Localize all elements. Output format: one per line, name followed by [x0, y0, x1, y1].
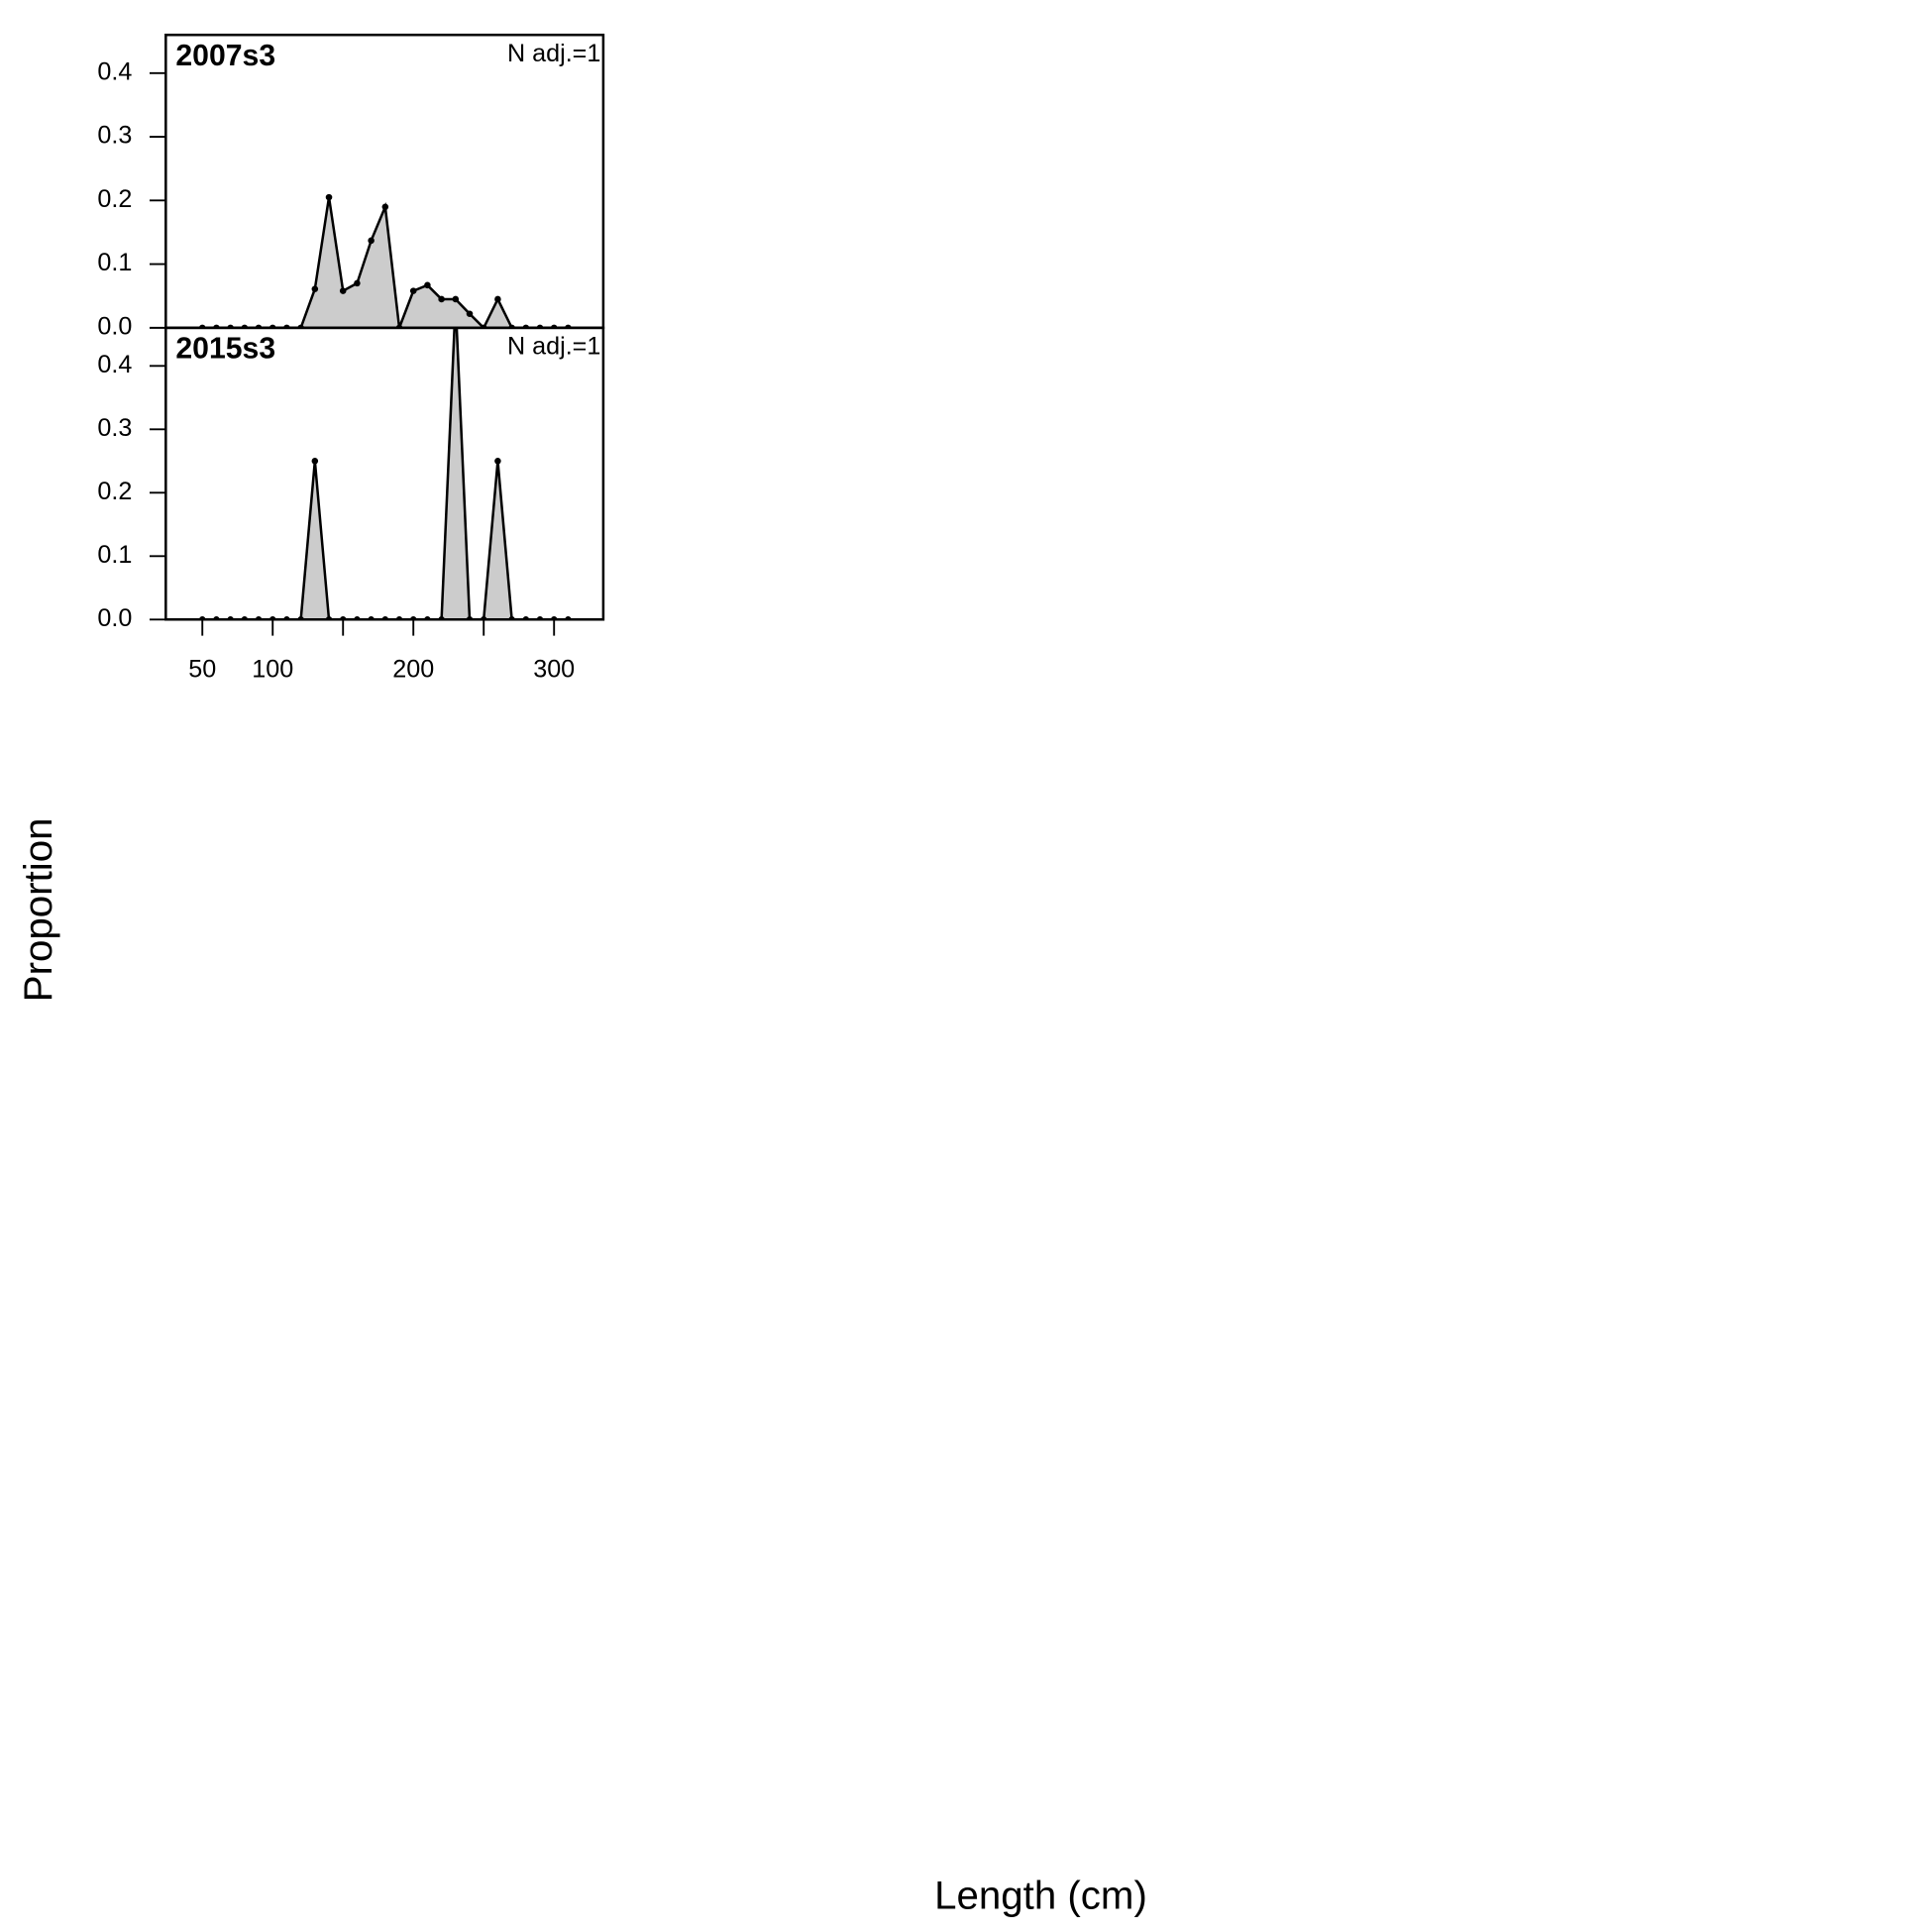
- y-tick-label: 0.2: [97, 185, 132, 213]
- point: [325, 193, 333, 201]
- point: [424, 281, 431, 289]
- point: [368, 237, 375, 245]
- y-tick-label: 0.4: [97, 57, 132, 85]
- x-tick-label: 300: [533, 655, 575, 683]
- y-axis-label: Proportion: [16, 818, 60, 1003]
- x-tick-label: 50: [188, 655, 216, 683]
- y-tick-label: 0.4: [97, 351, 132, 378]
- x-tick-label: 200: [392, 655, 434, 683]
- panel-annotation: N adj.=1: [507, 333, 600, 361]
- y-tick-label: 0.2: [97, 478, 132, 505]
- point: [409, 287, 417, 294]
- panel-border: [164, 326, 605, 621]
- point: [494, 457, 501, 465]
- y-tick-label: 0.3: [97, 414, 132, 442]
- point: [438, 295, 445, 303]
- y-tick-label: 0.1: [97, 249, 132, 276]
- point: [354, 279, 361, 287]
- x-axis-label: Length (cm): [934, 1874, 1147, 1918]
- point: [311, 457, 319, 465]
- y-tick-label: 0.0: [97, 604, 132, 632]
- panel-annotation: N adj.=1: [507, 40, 600, 67]
- point: [311, 285, 319, 292]
- y-tick-label: 0.3: [97, 122, 132, 150]
- area: [202, 197, 569, 328]
- panel-title: 2007s3: [175, 40, 275, 72]
- y-tick-label: 0.1: [97, 541, 132, 569]
- point: [339, 287, 347, 294]
- point: [466, 310, 474, 318]
- point: [452, 295, 460, 303]
- plot-area: [198, 193, 572, 328]
- point: [494, 295, 501, 303]
- point: [381, 203, 389, 211]
- y-tick-label: 0.0: [97, 313, 132, 341]
- panel-title: 2015s3: [175, 332, 275, 365]
- x-tick-label: 100: [252, 655, 293, 683]
- line: [202, 327, 569, 620]
